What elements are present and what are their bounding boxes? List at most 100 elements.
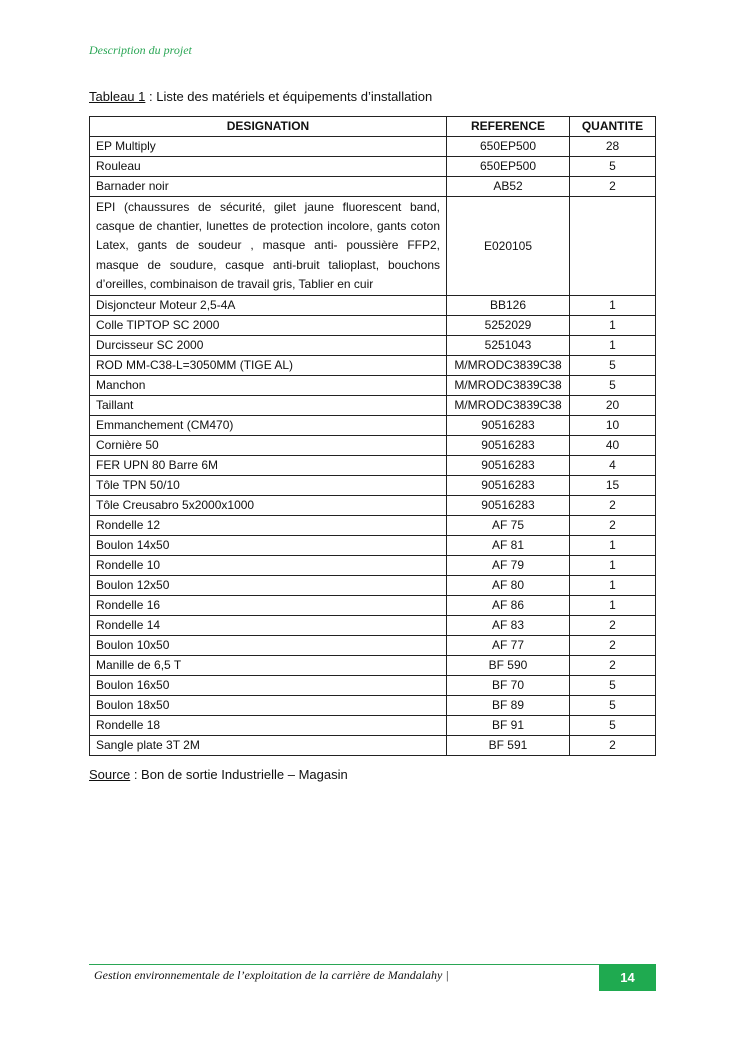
reference-cell: BF 91 bbox=[446, 715, 570, 737]
quantity-cell: 2 bbox=[569, 515, 656, 537]
quantity-cell bbox=[569, 195, 656, 297]
designation-cell: ROD MM-C38-L=3050MM (TIGE AL) bbox=[89, 355, 447, 377]
designation-cell: Boulon 16x50 bbox=[89, 675, 447, 697]
table-row: Manille de 6,5 T BF 590 2 bbox=[89, 655, 656, 677]
table-row: Emmanchement (CM470) 90516283 10 bbox=[89, 415, 656, 437]
reference-cell: AF 75 bbox=[446, 515, 570, 537]
column-header: QUANTITE bbox=[569, 116, 656, 137]
table-row: Rondelle 18 BF 91 5 bbox=[89, 715, 656, 737]
designation-cell: Manchon bbox=[89, 375, 447, 397]
designation-cell: Taillant bbox=[89, 395, 447, 417]
quantity-cell: 1 bbox=[569, 335, 656, 357]
reference-cell: AB52 bbox=[446, 176, 570, 197]
caption-text: : Liste des matériels et équipements d’i… bbox=[145, 89, 433, 104]
quantity-cell: 1 bbox=[569, 295, 656, 317]
quantity-cell: 1 bbox=[569, 535, 656, 557]
table-row: EP Multiply 650EP500 28 bbox=[89, 136, 656, 157]
designation-cell: Durcisseur SC 2000 bbox=[89, 335, 447, 357]
reference-cell: M/MRODC3839C38 bbox=[446, 375, 570, 397]
quantity-cell: 2 bbox=[569, 735, 656, 757]
table-row: Boulon 10x50 AF 77 2 bbox=[89, 635, 656, 657]
designation-cell: Rouleau bbox=[89, 156, 447, 177]
source-text: : Bon de sortie Industrielle – Magasin bbox=[130, 767, 348, 782]
table-row: Rondelle 14 AF 83 2 bbox=[89, 615, 656, 637]
designation-cell: Colle TIPTOP SC 2000 bbox=[89, 315, 447, 337]
designation-cell: Boulon 12x50 bbox=[89, 575, 447, 597]
reference-cell: BF 70 bbox=[446, 675, 570, 697]
quantity-cell: 2 bbox=[569, 615, 656, 637]
column-header: REFERENCE bbox=[446, 116, 570, 137]
designation-cell: Disjoncteur Moteur 2,5-4A bbox=[89, 295, 447, 317]
running-header: Description du projet bbox=[89, 43, 192, 57]
reference-cell: 650EP500 bbox=[446, 156, 570, 177]
table-row: Tôle TPN 50/10 90516283 15 bbox=[89, 475, 656, 497]
designation-cell: Rondelle 16 bbox=[89, 595, 447, 617]
quantity-cell: 2 bbox=[569, 176, 656, 197]
designation-cell: Manille de 6,5 T bbox=[89, 655, 447, 677]
quantity-cell: 40 bbox=[569, 435, 656, 457]
table-row: Sangle plate 3T 2M BF 591 2 bbox=[89, 735, 656, 757]
quantity-cell: 5 bbox=[569, 375, 656, 397]
designation-cell: Boulon 14x50 bbox=[89, 535, 447, 557]
quantity-cell: 15 bbox=[569, 475, 656, 497]
designation-cell: Rondelle 12 bbox=[89, 515, 447, 537]
designation-cell: Boulon 10x50 bbox=[89, 635, 447, 657]
source-note: Source : Bon de sortie Industrielle – Ma… bbox=[89, 767, 348, 782]
designation-cell: Boulon 18x50 bbox=[89, 695, 447, 717]
table-row: Tôle Creusabro 5x2000x1000 90516283 2 bbox=[89, 495, 656, 517]
table-row: Boulon 18x50 BF 89 5 bbox=[89, 695, 656, 717]
quantity-cell: 1 bbox=[569, 555, 656, 577]
reference-cell: AF 83 bbox=[446, 615, 570, 637]
table-row: Boulon 12x50 AF 80 1 bbox=[89, 575, 656, 597]
quantity-cell: 5 bbox=[569, 156, 656, 177]
table-row: Cornière 50 90516283 40 bbox=[89, 435, 656, 457]
table-caption: Tableau 1 : Liste des matériels et équip… bbox=[89, 89, 432, 104]
quantity-cell: 5 bbox=[569, 355, 656, 377]
column-header: DESIGNATION bbox=[89, 116, 447, 137]
page-number: 14 bbox=[599, 964, 656, 991]
reference-cell: BF 590 bbox=[446, 655, 570, 677]
reference-cell: M/MRODC3839C38 bbox=[446, 355, 570, 377]
footer-divider bbox=[89, 964, 599, 965]
reference-cell: E020105 bbox=[446, 195, 570, 297]
table-row: Rondelle 16 AF 86 1 bbox=[89, 595, 656, 617]
reference-cell: 90516283 bbox=[446, 495, 570, 517]
table-row: Durcisseur SC 2000 5251043 1 bbox=[89, 335, 656, 357]
table-row: Boulon 14x50 AF 81 1 bbox=[89, 535, 656, 557]
table-row: Taillant M/MRODC3839C38 20 bbox=[89, 395, 656, 417]
table-row: Boulon 16x50 BF 70 5 bbox=[89, 675, 656, 697]
footer-text: Gestion environnementale de l’exploitati… bbox=[94, 968, 449, 982]
reference-cell: BF 591 bbox=[446, 735, 570, 757]
quantity-cell: 4 bbox=[569, 455, 656, 477]
materials-table: DESIGNATION REFERENCE QUANTITE EP Multiply… bbox=[89, 116, 656, 757]
designation-cell: Tôle TPN 50/10 bbox=[89, 475, 447, 497]
designation-cell: EPI (chaussures de sécurité, gilet jaune… bbox=[89, 195, 447, 297]
quantity-cell: 1 bbox=[569, 595, 656, 617]
quantity-cell: 2 bbox=[569, 635, 656, 657]
table-row: Disjoncteur Moteur 2,5-4A BB126 1 bbox=[89, 295, 656, 317]
table-row: Rondelle 10 AF 79 1 bbox=[89, 555, 656, 577]
designation-cell: FER UPN 80 Barre 6M bbox=[89, 455, 447, 477]
reference-cell: AF 79 bbox=[446, 555, 570, 577]
quantity-cell: 28 bbox=[569, 136, 656, 157]
quantity-cell: 2 bbox=[569, 655, 656, 677]
designation-cell: Rondelle 18 bbox=[89, 715, 447, 737]
reference-cell: BB126 bbox=[446, 295, 570, 317]
table-row: Rouleau 650EP500 5 bbox=[89, 156, 656, 177]
reference-cell: 5251043 bbox=[446, 335, 570, 357]
quantity-cell: 5 bbox=[569, 675, 656, 697]
quantity-cell: 2 bbox=[569, 495, 656, 517]
reference-cell: AF 77 bbox=[446, 635, 570, 657]
quantity-cell: 10 bbox=[569, 415, 656, 437]
table-row: Barnader noir AB52 2 bbox=[89, 176, 656, 197]
table-row: FER UPN 80 Barre 6M 90516283 4 bbox=[89, 455, 656, 477]
table-row: EPI (chaussures de sécurité, gilet jaune… bbox=[89, 195, 656, 297]
designation-cell: Tôle Creusabro 5x2000x1000 bbox=[89, 495, 447, 517]
quantity-cell: 20 bbox=[569, 395, 656, 417]
quantity-cell: 5 bbox=[569, 715, 656, 737]
designation-cell: Sangle plate 3T 2M bbox=[89, 735, 447, 757]
caption-label: Tableau 1 bbox=[89, 89, 146, 104]
table-row: Rondelle 12 AF 75 2 bbox=[89, 515, 656, 537]
reference-cell: 5252029 bbox=[446, 315, 570, 337]
reference-cell: M/MRODC3839C38 bbox=[446, 395, 570, 417]
